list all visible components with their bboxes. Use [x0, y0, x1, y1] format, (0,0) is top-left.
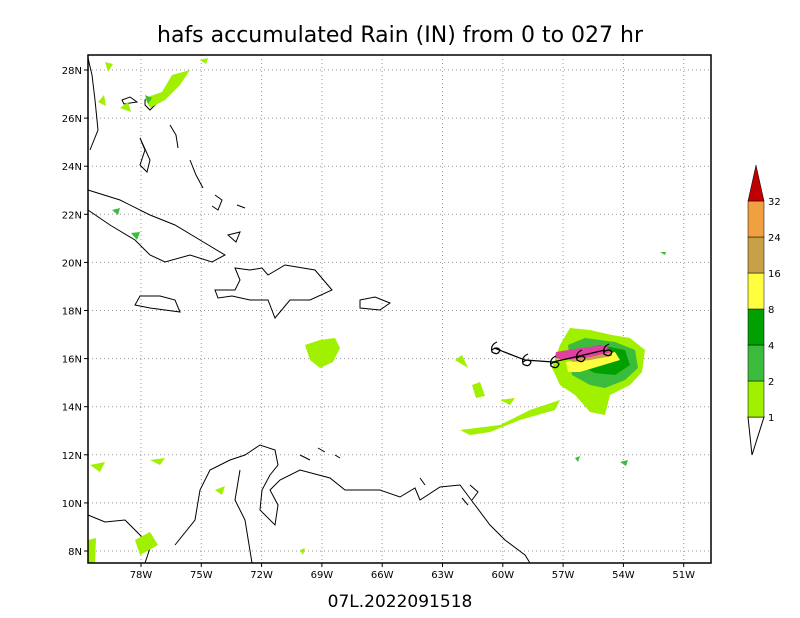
colorbar-label: 32 [768, 197, 781, 208]
colorbar-segment [747, 344, 765, 382]
lon-label: 69W [311, 570, 334, 581]
lat-label: 8N [68, 547, 82, 558]
lon-label: 72W [250, 570, 273, 581]
lat-label: 12N [62, 451, 82, 462]
lat-label: 26N [62, 114, 82, 125]
lon-label: 60W [491, 570, 514, 581]
lat-label: 22N [62, 210, 82, 221]
graticule: 78W 75W 72W 69W 66W 63W 60W 57W 54W 51W 28N 26N 24N 2… [62, 55, 711, 581]
colorbar-segment [747, 380, 765, 418]
colorbar-label: 8 [768, 305, 774, 316]
lat-label: 10N [62, 499, 82, 510]
footer-label: 07L.2022091518 [328, 592, 473, 612]
lon-label: 75W [190, 570, 213, 581]
lon-label: 66W [371, 570, 394, 581]
lat-label: 14N [62, 403, 82, 414]
map-frame [87, 54, 712, 564]
colorbar-label: 24 [768, 233, 781, 244]
title: hafs accumulated Rain (IN) from 0 to 027… [157, 23, 644, 48]
colorbar-segment [747, 272, 765, 310]
colorbar-label: 4 [768, 341, 774, 352]
colorbar-lower-extension [747, 416, 765, 456]
lon-label: 57W [552, 570, 575, 581]
lat-label: 28N [62, 66, 82, 77]
lat-label: 18N [62, 307, 82, 318]
lon-label: 54W [612, 570, 635, 581]
lat-label: 16N [62, 355, 82, 366]
colorbar-upper-extension [747, 164, 765, 202]
lon-label: 63W [431, 570, 454, 581]
colorbar-label: 1 [768, 413, 774, 424]
coastlines [87, 57, 531, 564]
storm-track [490, 341, 613, 369]
colorbar-segment [747, 236, 765, 274]
colorbar-segment [747, 200, 765, 238]
lat-label: 24N [62, 162, 82, 173]
lat-label: 20N [62, 258, 82, 269]
lon-label: 78W [130, 570, 153, 581]
colorbar-label: 2 [768, 377, 774, 388]
lon-label: 51W [672, 570, 695, 581]
colorbar-segment [747, 308, 765, 346]
rain-field [88, 58, 666, 563]
colorbar-label: 16 [768, 269, 781, 280]
